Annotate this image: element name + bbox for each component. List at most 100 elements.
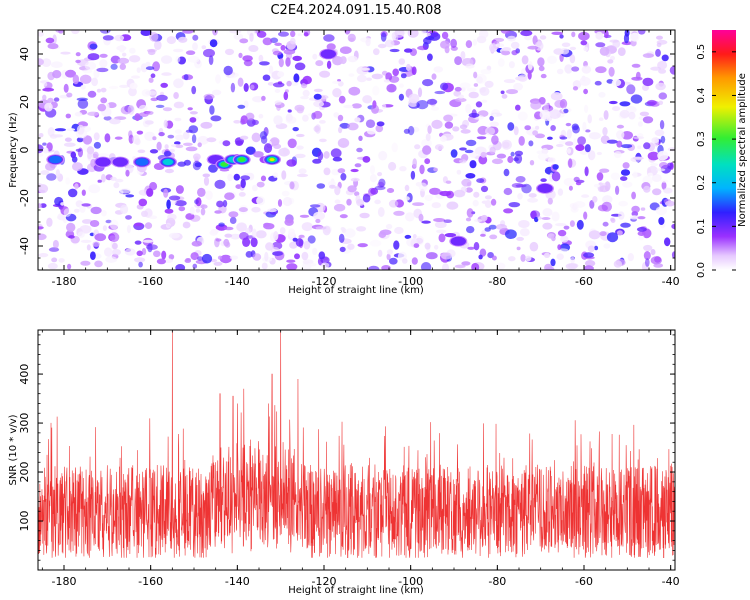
heatmap-cell xyxy=(534,41,544,51)
heatmap-cell xyxy=(484,127,496,136)
heatmap-cell xyxy=(547,55,557,64)
heatmap-cell xyxy=(125,215,132,220)
heatmap-cell xyxy=(118,190,124,195)
heatmap-cell xyxy=(584,104,589,114)
heatmap-cell xyxy=(109,118,121,125)
heatmap-cell xyxy=(74,111,83,117)
heatmap-cell xyxy=(152,61,161,72)
heatmap-cell xyxy=(301,251,309,261)
heatmap-cell xyxy=(513,82,523,91)
heatmap-cell xyxy=(356,226,367,232)
heatmap-cell xyxy=(73,208,80,213)
heatmap-cell xyxy=(501,50,511,56)
heatmap-peak xyxy=(450,236,466,246)
x-tick-label: -180 xyxy=(52,275,77,288)
heatmap-cell xyxy=(214,179,226,189)
heatmap-cell xyxy=(585,129,591,133)
heatmap-cell xyxy=(621,144,633,149)
heatmap-cell xyxy=(620,169,631,176)
heatmap-cell xyxy=(559,136,568,140)
heatmap-cell xyxy=(273,172,279,178)
heatmap-cell xyxy=(601,201,612,212)
heatmap-cell xyxy=(603,243,611,249)
heatmap-cell xyxy=(530,100,542,110)
heatmap-cell xyxy=(303,32,309,37)
heatmap-cell xyxy=(458,94,464,99)
heatmap-cell xyxy=(655,48,661,57)
heatmap-cell xyxy=(501,139,512,150)
heatmap-cell xyxy=(283,49,296,55)
heatmap-cell xyxy=(132,134,140,145)
heatmap-cell xyxy=(312,158,322,164)
heatmap-cell xyxy=(245,227,252,234)
heatmap-cell xyxy=(318,251,326,260)
heatmap-cell xyxy=(421,220,431,224)
heatmap-cell xyxy=(351,103,362,109)
heatmap-cell xyxy=(572,138,577,148)
heatmap-cell xyxy=(418,213,424,222)
heatmap-cell xyxy=(277,199,283,207)
x-tick-label: -140 xyxy=(225,575,250,588)
heatmap-cell xyxy=(211,89,222,96)
heatmap-cell xyxy=(465,187,473,193)
heatmap-cell xyxy=(167,134,175,139)
heatmap-cell xyxy=(632,171,638,179)
heatmap-cell xyxy=(572,125,580,134)
heatmap-cell xyxy=(282,196,293,207)
heatmap-cell xyxy=(400,73,407,79)
heatmap-cell xyxy=(608,66,615,77)
heatmap-cell xyxy=(339,246,346,253)
heatmap-cell xyxy=(96,67,109,73)
heatmap-cell xyxy=(491,255,497,261)
heatmap-cell xyxy=(111,249,121,256)
heatmap-cell xyxy=(389,257,398,265)
heatmap-cell xyxy=(251,119,259,126)
heatmap-cell xyxy=(125,194,135,198)
heatmap-cell xyxy=(338,126,343,134)
heatmap-cell xyxy=(566,148,572,154)
heatmap-cell xyxy=(255,230,267,239)
heatmap-cell xyxy=(625,106,637,114)
heatmap-cell xyxy=(286,80,292,87)
heatmap-cell xyxy=(173,48,184,53)
heatmap-cell xyxy=(315,226,327,230)
heatmap-cell xyxy=(224,233,233,238)
heatmap-cell xyxy=(366,77,372,81)
heatmap-cell xyxy=(417,45,428,51)
heatmap-cell xyxy=(332,80,341,84)
heatmap-cell xyxy=(134,257,146,263)
heatmap-cell xyxy=(563,108,569,114)
heatmap-cell xyxy=(119,84,129,88)
heatmap-cell xyxy=(216,200,224,208)
heatmap-cell xyxy=(468,112,480,118)
heatmap-cell xyxy=(422,79,434,87)
heatmap-cell xyxy=(290,30,296,38)
heatmap-cell xyxy=(205,190,213,200)
heatmap-cell xyxy=(90,206,102,215)
heatmap-cell xyxy=(319,70,331,78)
heatmap-cell xyxy=(281,190,290,197)
heatmap-cell xyxy=(110,63,118,70)
heatmap-cell xyxy=(120,204,129,214)
heatmap-cell xyxy=(380,32,387,42)
heatmap-cell xyxy=(434,90,446,95)
heatmap-cell xyxy=(377,172,383,177)
heatmap-cell xyxy=(312,247,318,256)
heatmap-cell xyxy=(414,144,421,150)
heatmap-cell xyxy=(511,50,518,56)
heatmap-cell xyxy=(394,30,405,38)
heatmap-cell xyxy=(192,34,199,41)
heatmap-cell xyxy=(273,143,282,149)
heatmap-cell xyxy=(547,157,556,163)
heatmap-cell xyxy=(569,46,577,51)
heatmap-cell xyxy=(320,262,330,269)
heatmap-cell xyxy=(376,121,385,127)
heatmap-cell xyxy=(214,210,222,214)
heatmap-cell xyxy=(294,62,306,71)
heatmap-cell xyxy=(200,204,208,209)
heatmap-cell xyxy=(639,111,650,117)
heatmap-cell xyxy=(571,66,580,72)
heatmap-cell xyxy=(175,134,184,141)
heatmap-cell xyxy=(80,84,86,90)
heatmap-cell xyxy=(484,80,494,88)
